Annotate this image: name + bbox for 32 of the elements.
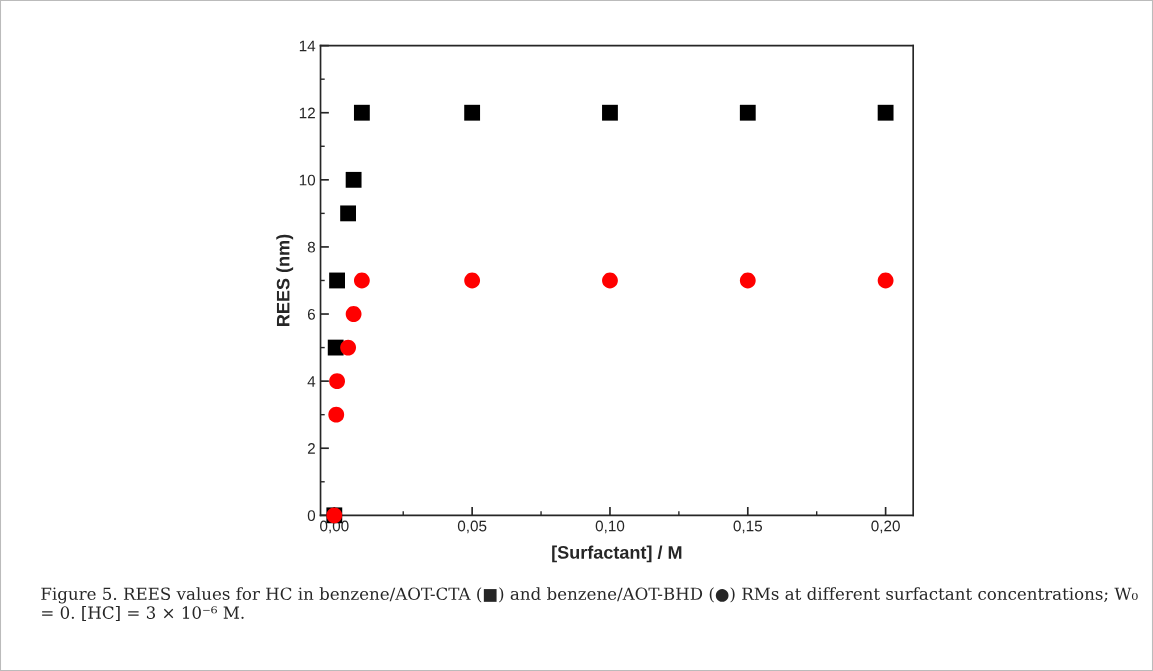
y-tick-label: 6 (307, 308, 315, 320)
x-tick-label: 0,15 (733, 520, 763, 534)
y-tick-label: 2 (307, 443, 315, 454)
point (877, 104, 894, 121)
y-tick-label: 8 (307, 241, 316, 253)
point (877, 272, 894, 289)
point (345, 306, 362, 322)
point (464, 104, 481, 121)
point (353, 104, 370, 121)
y-tick-label: 14 (299, 40, 316, 52)
point (328, 406, 345, 423)
point (739, 272, 756, 289)
y-axis-title: REES (nm) (276, 234, 294, 326)
y-tick-label: 12 (299, 107, 315, 119)
y-tick-label: 0 (307, 510, 316, 522)
point (353, 272, 370, 289)
point (329, 373, 345, 390)
x-tick-label: 0,10 (595, 520, 625, 534)
point (345, 171, 362, 188)
y-tick-label: 10 (299, 174, 316, 186)
point (329, 272, 345, 289)
caption: Figure 5. REES values for HC in benzene/AOT-CTA (■) and benzene/AOT-BHD (●) RMs at different surfactant concentrations; W₀ = 0. [HC] = 3 × 10⁻⁶ M. (41, 587, 1138, 621)
point (602, 104, 618, 121)
point (602, 272, 618, 289)
point (340, 339, 357, 356)
y-tick-label: 4 (307, 376, 316, 387)
x-tick-label: 0,20 (871, 520, 900, 534)
point (464, 272, 481, 289)
point (340, 205, 357, 222)
point (739, 104, 756, 121)
x-tick-label: 0,05 (457, 520, 487, 534)
x-axis-title: [Surfactant] / M (552, 545, 682, 563)
